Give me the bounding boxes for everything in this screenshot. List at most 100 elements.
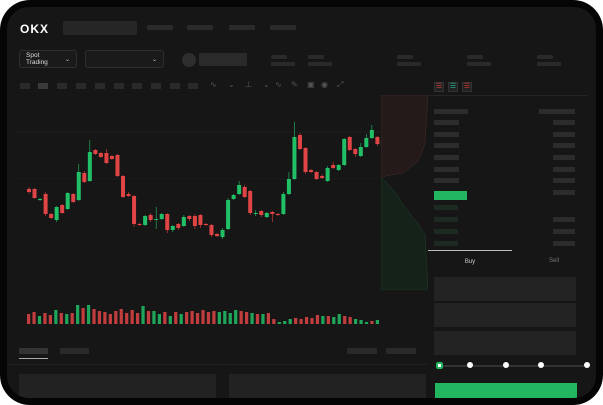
- candle: [231, 194, 236, 200]
- tab-buy[interactable]: Buy: [428, 250, 512, 270]
- timeframe-button[interactable]: [132, 83, 142, 89]
- slider-step-100[interactable]: [584, 362, 590, 368]
- camera-icon[interactable]: ▣: [307, 80, 315, 89]
- ruler-icon[interactable]: ✎: [291, 80, 298, 89]
- volume-bar: [261, 314, 265, 324]
- volume-bar: [294, 318, 298, 324]
- candle-body: [292, 137, 297, 179]
- volume-bar: [195, 313, 200, 324]
- volume-bar: [168, 316, 172, 324]
- asks-view-icon[interactable]: ☰: [462, 82, 472, 92]
- chevron-down-icon: ⌄: [64, 56, 70, 63]
- volume-bar: [370, 321, 374, 324]
- total-input[interactable]: [434, 331, 576, 355]
- fullscreen-icon[interactable]: ⤢: [337, 80, 344, 89]
- candle: [32, 188, 37, 199]
- candle: [181, 215, 186, 227]
- timeframe-button[interactable]: [114, 83, 124, 89]
- candle-body: [32, 189, 37, 198]
- slider-step-75[interactable]: [538, 362, 544, 368]
- timeframe-button-active[interactable]: [38, 83, 48, 89]
- candle-body: [259, 211, 264, 215]
- slider-step-50[interactable]: [503, 362, 509, 368]
- filter-button[interactable]: [386, 348, 416, 354]
- tab-order-history[interactable]: [60, 348, 89, 354]
- candle: [38, 198, 43, 201]
- timeframe-button[interactable]: [151, 83, 161, 89]
- timeframe-button[interactable]: [95, 83, 105, 89]
- indicator-icon[interactable]: ∿: [210, 80, 217, 89]
- volume-bar: [70, 313, 74, 324]
- tab-open-orders[interactable]: [19, 348, 48, 354]
- timeframe-button[interactable]: [57, 83, 67, 89]
- volume-bar: [108, 314, 112, 324]
- tab-sell[interactable]: Sell: [548, 258, 559, 264]
- draw-tool-icon[interactable]: ⊥: [245, 80, 252, 89]
- timeframe-button[interactable]: [76, 83, 86, 89]
- nav-item[interactable]: [270, 25, 296, 30]
- buy-button[interactable]: [435, 383, 577, 398]
- nav-item[interactable]: [147, 25, 173, 30]
- settings-icon[interactable]: ◉: [321, 80, 328, 89]
- candle-body: [154, 219, 159, 220]
- nav-item[interactable]: [187, 25, 213, 30]
- candle-body: [38, 199, 43, 200]
- volume-bar: [234, 310, 238, 324]
- ask-amount: [553, 155, 575, 160]
- timeframe-button[interactable]: [170, 83, 180, 89]
- candle-body: [148, 215, 153, 220]
- volume-bar: [288, 319, 292, 324]
- amount-input[interactable]: [434, 303, 576, 327]
- chevron-down-icon[interactable]: ⌄: [228, 80, 235, 89]
- stat-label: [397, 55, 413, 59]
- candle: [115, 154, 120, 177]
- both-sides-view-icon[interactable]: ☰: [434, 82, 444, 92]
- candle-body: [220, 230, 225, 237]
- candle-body: [369, 130, 374, 138]
- amount-slider[interactable]: [436, 362, 590, 369]
- volume-bar: [179, 314, 183, 324]
- ask-amount: [553, 132, 575, 137]
- filter-button[interactable]: [347, 348, 377, 354]
- candle: [309, 169, 314, 173]
- stat-label: [308, 55, 324, 59]
- chevron-down-icon[interactable]: ⌄: [263, 80, 270, 89]
- volume-bar: [43, 313, 47, 324]
- stat-label: [537, 55, 553, 59]
- candle: [325, 166, 330, 182]
- candle: [264, 212, 269, 218]
- candle: [369, 125, 374, 139]
- candle: [143, 215, 148, 226]
- timeframe-button[interactable]: [188, 83, 198, 89]
- candle: [98, 152, 103, 158]
- candle: [286, 172, 291, 195]
- slider-step-25[interactable]: [467, 362, 473, 368]
- volume-bar: [152, 311, 156, 324]
- slider-step-0[interactable]: [436, 362, 443, 369]
- pair-name: [199, 53, 247, 66]
- volume-bar: [185, 312, 189, 324]
- pair-selector[interactable]: ⌄: [85, 50, 164, 68]
- candle: [281, 192, 286, 215]
- candle-body: [165, 214, 170, 230]
- timeframe-button[interactable]: [20, 83, 30, 89]
- candle: [314, 171, 319, 180]
- candle-body: [364, 138, 369, 147]
- candlestick-chart[interactable]: [15, 95, 381, 335]
- nav-item[interactable]: [229, 25, 255, 30]
- candle: [275, 213, 280, 216]
- okx-logo[interactable]: OKX: [20, 22, 50, 36]
- candle: [82, 171, 87, 183]
- candle-body: [353, 149, 358, 154]
- price-input[interactable]: [434, 277, 576, 301]
- search-bar[interactable]: [63, 21, 137, 35]
- volume-bar: [277, 322, 281, 324]
- volume-bar: [206, 312, 211, 324]
- market-selector[interactable]: Spot Trading ⌄: [19, 50, 77, 68]
- line-icon[interactable]: ∿: [275, 80, 282, 89]
- ob-header-amount: [539, 109, 575, 114]
- volume-bar: [299, 319, 303, 324]
- orders-panel: [19, 374, 216, 398]
- bids-view-icon[interactable]: ☰: [448, 82, 458, 92]
- candle: [215, 233, 220, 237]
